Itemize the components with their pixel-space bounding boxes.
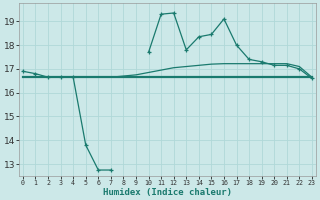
X-axis label: Humidex (Indice chaleur): Humidex (Indice chaleur): [103, 188, 232, 197]
